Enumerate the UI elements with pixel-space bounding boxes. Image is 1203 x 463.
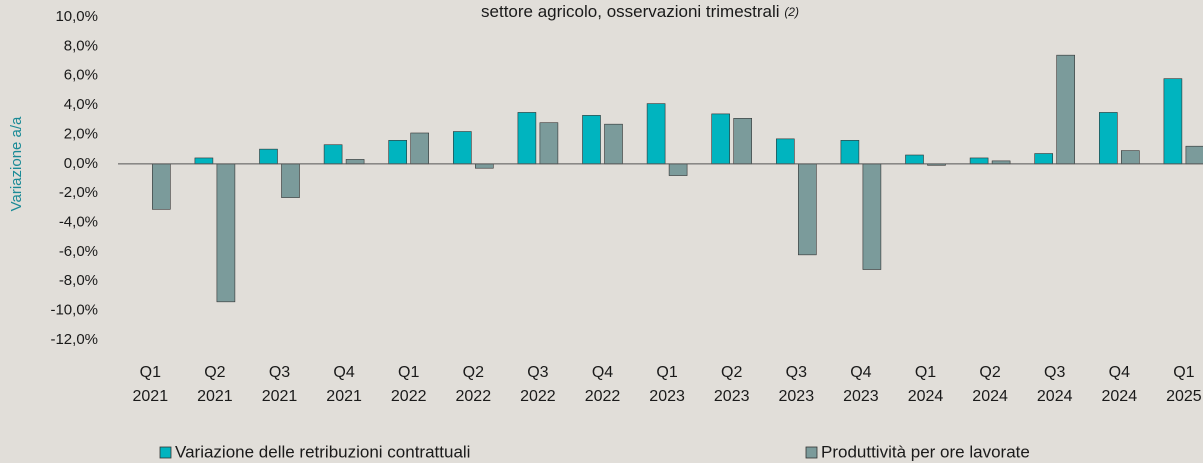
x-tick-label: Q3 — [1044, 364, 1065, 381]
x-tick-label: 2021 — [262, 388, 298, 405]
bar — [969, 157, 989, 165]
bar — [539, 122, 559, 165]
y-tick-label: -8,0% — [59, 272, 98, 289]
x-tick-label: 2022 — [585, 388, 621, 405]
bar — [840, 140, 860, 165]
bar — [216, 163, 236, 303]
bar — [1099, 112, 1118, 165]
x-tick-label: Q1 — [398, 364, 419, 381]
x-tick-label: 2024 — [1037, 388, 1073, 405]
x-tick-label: Q1 — [656, 364, 677, 381]
bar — [281, 163, 300, 198]
y-tick-label: 10,0% — [55, 8, 98, 25]
bar — [259, 148, 278, 165]
x-tick-label: Q3 — [786, 364, 807, 381]
x-tick-label: 2021 — [133, 388, 169, 405]
y-tick-label: -6,0% — [59, 243, 98, 260]
x-tick-label: 2022 — [456, 388, 492, 405]
x-tick-label: Q3 — [527, 364, 548, 381]
x-tick-label: 2021 — [197, 388, 233, 405]
legend-label: Produttività per ore lavorate — [821, 442, 1030, 461]
y-axis-label: Variazione a/a — [8, 116, 25, 211]
bar — [711, 113, 731, 165]
bar — [345, 159, 365, 165]
x-tick-label: Q2 — [979, 364, 1000, 381]
bar — [194, 157, 214, 165]
y-tick-label: 0,0% — [64, 155, 98, 172]
bar — [152, 163, 171, 210]
y-tick-label: 6,0% — [64, 67, 98, 84]
bar — [1121, 150, 1140, 165]
y-tick-label: -12,0% — [50, 331, 98, 348]
x-tick-label: Q2 — [204, 364, 225, 381]
legend-swatch — [159, 446, 172, 459]
bar — [1185, 145, 1203, 165]
x-tick-label: 2024 — [1102, 388, 1138, 405]
x-tick-label: 2025 — [1166, 388, 1202, 405]
bar — [452, 131, 472, 165]
title-text: settore agricolo, osservazioni trimestra… — [481, 2, 780, 21]
x-tick-label: Q3 — [269, 364, 290, 381]
x-tick-label: 2023 — [649, 388, 685, 405]
x-tick-label: Q1 — [915, 364, 936, 381]
x-tick-label: 2022 — [391, 388, 427, 405]
bar — [775, 138, 795, 165]
x-tick-label: Q4 — [850, 364, 871, 381]
chart-title: settore agricolo, osservazioni trimestra… — [481, 2, 799, 21]
x-tick-label: 2023 — [714, 388, 750, 405]
bar — [1034, 153, 1053, 165]
x-tick-label: Q4 — [333, 364, 354, 381]
y-tick-label: 2,0% — [64, 125, 98, 142]
bar — [905, 154, 924, 165]
bar — [582, 115, 601, 165]
x-tick-label: 2022 — [520, 388, 556, 405]
bar — [1163, 78, 1183, 165]
y-tick-label: 8,0% — [64, 37, 98, 54]
bar — [733, 118, 753, 165]
y-tick-label: 4,0% — [64, 96, 98, 113]
x-tick-label: Q2 — [721, 364, 742, 381]
y-tick-label: -10,0% — [50, 302, 98, 319]
bar — [388, 140, 408, 165]
x-tick-label: Q1 — [140, 364, 161, 381]
bar — [1056, 54, 1075, 165]
x-tick-label: Q2 — [463, 364, 484, 381]
bar — [410, 132, 430, 165]
bar — [474, 163, 494, 169]
x-tick-label: 2024 — [908, 388, 944, 405]
bar — [646, 103, 666, 165]
bar — [604, 123, 623, 165]
x-tick-label: 2024 — [972, 388, 1008, 405]
x-tick-label: Q4 — [592, 364, 613, 381]
title-note: (2) — [784, 5, 799, 19]
bar — [517, 112, 537, 165]
x-tick-label: 2023 — [779, 388, 815, 405]
legend-swatch — [805, 446, 818, 459]
x-tick-label: Q1 — [1173, 364, 1194, 381]
legend-label: Variazione delle retribuzioni contrattua… — [175, 442, 470, 461]
bar — [323, 144, 343, 165]
x-tick-label: Q4 — [1109, 364, 1130, 381]
bar — [862, 163, 882, 270]
y-tick-label: -2,0% — [59, 184, 98, 201]
bar — [668, 163, 688, 176]
x-tick-label: 2021 — [326, 388, 362, 405]
y-tick-label: -4,0% — [59, 214, 98, 231]
bar — [797, 163, 817, 256]
x-tick-label: 2023 — [843, 388, 879, 405]
